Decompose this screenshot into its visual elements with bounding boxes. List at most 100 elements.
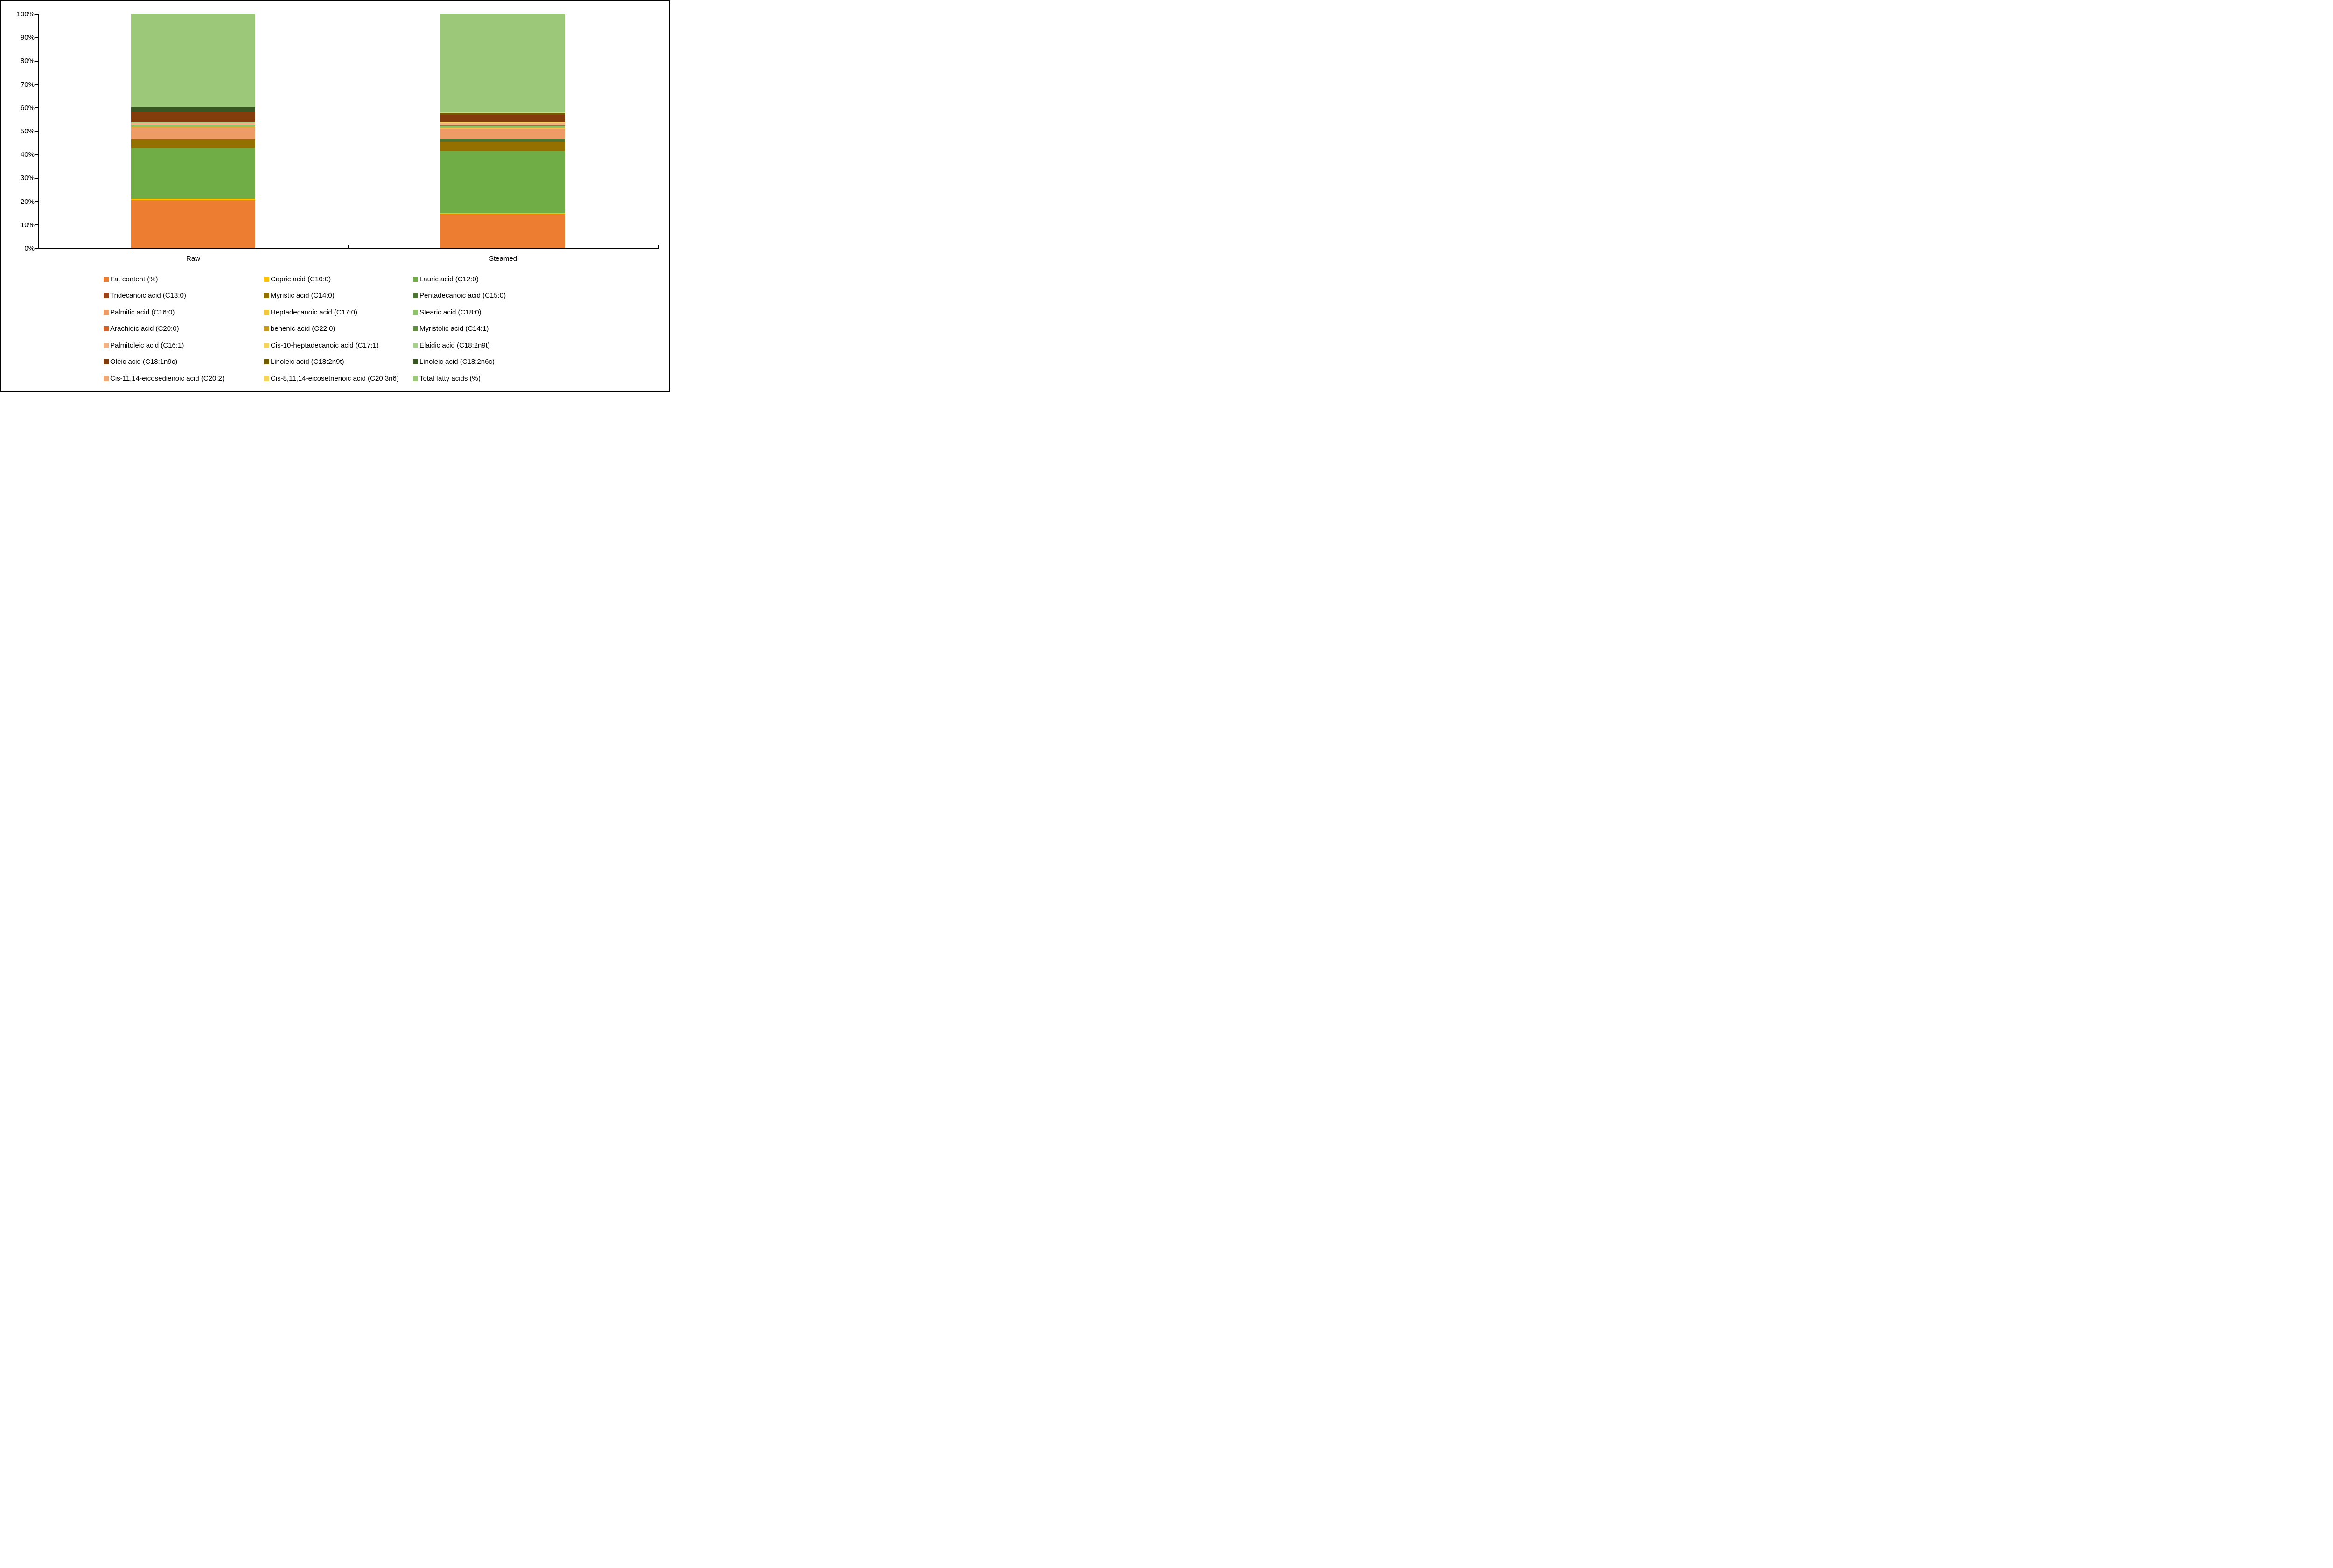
segment-steamed-myristic-acid-c14-0 xyxy=(440,141,565,151)
legend-item-tridecanoic-acid-c13-0: Tridecanoic acid (C13:0) xyxy=(104,292,186,299)
segment-raw-lauric-acid-c12-0 xyxy=(131,148,255,199)
legend-item-capric-acid-c10-0: Capric acid (C10:0) xyxy=(264,276,331,283)
segment-steamed-palmitic-acid-c16-0 xyxy=(440,128,565,139)
legend-swatch-pentadecanoic-acid-c15-0 xyxy=(413,293,418,298)
y-axis-tick xyxy=(35,84,38,85)
legend-item-fat-content: Fat content (%) xyxy=(104,276,158,283)
legend-label-cis-10-heptadecanoic-acid-c17-1: Cis-10-heptadecanoic acid (C17:1) xyxy=(271,341,379,349)
legend-swatch-arachidic-acid-c20-0 xyxy=(104,326,109,331)
legend-label-heptadecanoic-acid-c17-0: Heptadecanoic acid (C17:0) xyxy=(271,308,357,316)
y-axis-tick xyxy=(35,224,38,226)
legend-label-lauric-acid-c12-0: Lauric acid (C12:0) xyxy=(419,275,479,283)
legend-label-myristolic-acid-c14-1: Myristolic acid (C14:1) xyxy=(419,325,489,333)
y-axis-tick xyxy=(35,131,38,132)
legend-swatch-linoleic-acid-c18-2n6c xyxy=(413,359,418,364)
legend-swatch-fat-content xyxy=(104,276,109,282)
legend-swatch-elaidic-acid-c18-2n9t xyxy=(413,342,418,348)
segment-steamed-lauric-acid-c12-0 xyxy=(440,150,565,213)
segment-steamed-palmitoleic-acid-c16-1 xyxy=(440,122,565,126)
legend-label-linoleic-acid-c18-2n6c: Linoleic acid (C18:2n6c) xyxy=(419,358,495,366)
segment-raw-oleic-acid-c18-1n9c xyxy=(131,112,255,122)
legend-item-lauric-acid-c12-0: Lauric acid (C12:0) xyxy=(413,276,479,283)
y-axis-tick xyxy=(35,177,38,179)
segment-steamed-cis-10-heptadecanoic-acid-c17-1 xyxy=(440,122,565,123)
legend-label-cis-8-11-14-eicosetrienoic-acid-c20-3n6: Cis-8,11,14-eicosetrienoic acid (C20:3n6… xyxy=(271,374,399,383)
legend-label-fat-content: Fat content (%) xyxy=(110,275,158,283)
legend-swatch-behenic-acid-c22-0 xyxy=(264,326,269,331)
segment-raw-linoleic-acid-c18-2n6c xyxy=(131,107,255,112)
legend-item-pentadecanoic-acid-c15-0: Pentadecanoic acid (C15:0) xyxy=(413,292,506,299)
legend-item-myristolic-acid-c14-1: Myristolic acid (C14:1) xyxy=(413,325,489,332)
legend-item-oleic-acid-c18-1n9c: Oleic acid (C18:1n9c) xyxy=(104,358,177,365)
legend-item-cis-8-11-14-eicosetrienoic-acid-c20-3n6: Cis-8,11,14-eicosetrienoic acid (C20:3n6… xyxy=(264,375,399,382)
legend-swatch-heptadecanoic-acid-c17-0 xyxy=(264,309,269,315)
y-axis-tick-label: 70% xyxy=(20,80,35,89)
legend-label-myristic-acid-c14-0: Myristic acid (C14:0) xyxy=(271,292,335,300)
y-axis-tick xyxy=(35,60,38,62)
legend-item-behenic-acid-c22-0: behenic acid (C22:0) xyxy=(264,325,335,332)
legend-label-total-fatty-acids: Total fatty acids (%) xyxy=(419,374,481,383)
legend-swatch-palmitoleic-acid-c16-1 xyxy=(104,342,109,348)
stacked-bar-raw xyxy=(131,14,255,248)
legend-swatch-cis-11-14-eicosedienoic-acid-c20-2 xyxy=(104,376,109,381)
legend-label-palmitoleic-acid-c16-1: Palmitoleic acid (C16:1) xyxy=(110,341,184,349)
legend-label-elaidic-acid-c18-2n9t: Elaidic acid (C18:2n9t) xyxy=(419,341,490,349)
y-axis-tick-label: 0% xyxy=(24,244,35,252)
y-axis-tick-label: 100% xyxy=(16,10,35,18)
legend-item-palmitoleic-acid-c16-1: Palmitoleic acid (C16:1) xyxy=(104,342,184,349)
y-axis-tick-label: 80% xyxy=(20,57,35,65)
segment-raw-cis-8-11-14-eicosetrienoic-acid-c20-3n6 xyxy=(131,107,255,108)
chart-frame: 0% 10% 20% 30% 40% 50% 60% 70% 80% 90% 100% Raw Stea… xyxy=(0,0,670,392)
legend-item-cis-11-14-eicosedienoic-acid-c20-2: Cis-11,14-eicosedienoic acid (C20:2) xyxy=(104,375,224,382)
segment-raw-myristic-acid-c14-0 xyxy=(131,139,255,148)
legend-swatch-capric-acid-c10-0 xyxy=(264,276,269,282)
legend-swatch-cis-8-11-14-eicosetrienoic-acid-c20-3n6 xyxy=(264,376,269,381)
legend-swatch-total-fatty-acids xyxy=(413,376,418,381)
y-axis-tick-label: 60% xyxy=(20,104,35,112)
y-axis-tick xyxy=(35,154,38,155)
legend-swatch-linoleic-acid-c18-2n9t xyxy=(264,359,269,364)
y-axis-tick xyxy=(35,107,38,109)
legend-swatch-myristic-acid-c14-0 xyxy=(264,293,269,298)
y-axis-tick-label: 30% xyxy=(20,174,35,182)
segment-steamed-myristolic-acid-c14-1 xyxy=(440,125,565,126)
legend-item-cis-10-heptadecanoic-acid-c17-1: Cis-10-heptadecanoic acid (C17:1) xyxy=(264,342,379,349)
segment-raw-fat-content xyxy=(131,200,255,248)
chart-legend: Fat content (%) Capric acid (C10:0) Lauric… xyxy=(1,1,669,391)
legend-label-stearic-acid-c18-0: Stearic acid (C18:0) xyxy=(419,308,482,316)
legend-label-tridecanoic-acid-c13-0: Tridecanoic acid (C13:0) xyxy=(110,292,186,300)
segment-steamed-heptadecanoic-acid-c17-0 xyxy=(440,128,565,129)
legend-swatch-myristolic-acid-c14-1 xyxy=(413,326,418,331)
segment-raw-total-fatty-acids xyxy=(131,14,255,107)
segment-raw-palmitic-acid-c16-0 xyxy=(131,127,255,140)
segment-steamed-fat-content xyxy=(440,214,565,248)
legend-label-pentadecanoic-acid-c15-0: Pentadecanoic acid (C15:0) xyxy=(419,292,506,300)
segment-steamed-linoleic-acid-c18-2n9t xyxy=(440,113,565,115)
segment-raw-elaidic-acid-c18-2n9t xyxy=(131,122,255,123)
category-label-steamed: Steamed xyxy=(489,255,517,263)
segment-steamed-capric-acid-c10-0 xyxy=(440,213,565,215)
legend-swatch-cis-10-heptadecanoic-acid-c17-1 xyxy=(264,342,269,348)
y-axis-tick-label: 10% xyxy=(20,221,35,229)
segment-steamed-oleic-acid-c18-1n9c xyxy=(440,114,565,122)
legend-swatch-lauric-acid-c12-0 xyxy=(413,276,418,282)
legend-item-linoleic-acid-c18-2n6c: Linoleic acid (C18:2n6c) xyxy=(413,358,495,365)
legend-label-arachidic-acid-c20-0: Arachidic acid (C20:0) xyxy=(110,325,179,333)
legend-label-linoleic-acid-c18-2n9t: Linoleic acid (C18:2n9t) xyxy=(271,358,344,366)
legend-item-linoleic-acid-c18-2n9t: Linoleic acid (C18:2n9t) xyxy=(264,358,344,365)
y-axis-tick xyxy=(35,201,38,202)
legend-label-behenic-acid-c22-0: behenic acid (C22:0) xyxy=(271,325,335,333)
y-axis-tick-label: 50% xyxy=(20,127,35,135)
legend-label-capric-acid-c10-0: Capric acid (C10:0) xyxy=(271,275,331,283)
y-axis-tick-label: 20% xyxy=(20,197,35,206)
legend-item-arachidic-acid-c20-0: Arachidic acid (C20:0) xyxy=(104,325,179,332)
y-axis-tick-label: 90% xyxy=(20,34,35,42)
legend-swatch-palmitic-acid-c16-0 xyxy=(104,309,109,315)
y-axis-tick xyxy=(35,37,38,38)
legend-item-myristic-acid-c14-0: Myristic acid (C14:0) xyxy=(264,292,335,299)
segment-steamed-total-fatty-acids xyxy=(440,14,565,113)
stacked-bar-steamed xyxy=(440,14,565,248)
legend-item-total-fatty-acids: Total fatty acids (%) xyxy=(413,375,481,382)
category-boundary-tick xyxy=(348,245,349,249)
legend-item-elaidic-acid-c18-2n9t: Elaidic acid (C18:2n9t) xyxy=(413,342,490,349)
